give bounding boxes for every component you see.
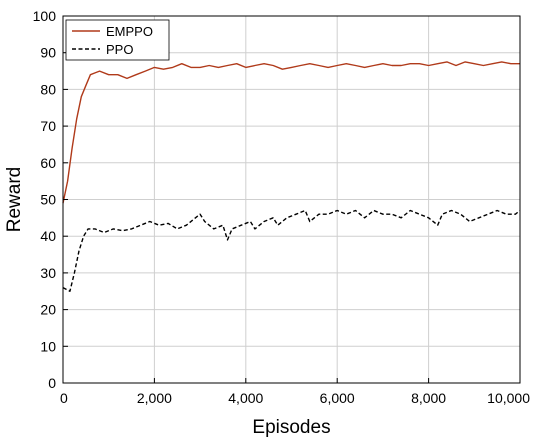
- x-tick-label: 10,000: [487, 390, 530, 406]
- legend-label-emppo: EMPPO: [106, 24, 153, 39]
- legend: EMPPO PPO: [65, 19, 170, 61]
- series-line-emppo: [62, 61, 520, 204]
- y-tick-label: 50: [40, 192, 56, 208]
- x-axis-title: Episodes: [252, 417, 330, 438]
- x-tick-label: 8,000: [411, 390, 446, 406]
- y-axis-title: Reward: [4, 167, 25, 232]
- y-tick-label: 60: [40, 155, 56, 171]
- grid: [63, 16, 520, 383]
- series-line-ppo: [62, 209, 521, 292]
- x-tick-label: 0: [60, 390, 68, 406]
- y-tick-label: 70: [40, 118, 56, 134]
- y-tick-label: 0: [48, 375, 56, 391]
- y-tick-label: 10: [40, 338, 56, 354]
- legend-box: [65, 19, 170, 61]
- y-tick-label: 80: [40, 81, 56, 97]
- x-tick-label: 4,000: [228, 390, 263, 406]
- y-tick-label: 40: [40, 228, 56, 244]
- y-tick-label: 100: [33, 8, 57, 24]
- y-tick-label: 30: [40, 265, 56, 281]
- y-tick-label: 90: [40, 45, 56, 61]
- legend-label-ppo: PPO: [106, 42, 133, 57]
- y-tick-label: 20: [40, 302, 56, 318]
- x-tick-label: 6,000: [320, 390, 355, 406]
- series-layer: [62, 61, 521, 292]
- ticks: 0 10 20 30 40 50 60 70 80 90 100 0 2,000 4,000 6,000 8,…: [33, 8, 531, 406]
- x-tick-label: 2,000: [137, 390, 172, 406]
